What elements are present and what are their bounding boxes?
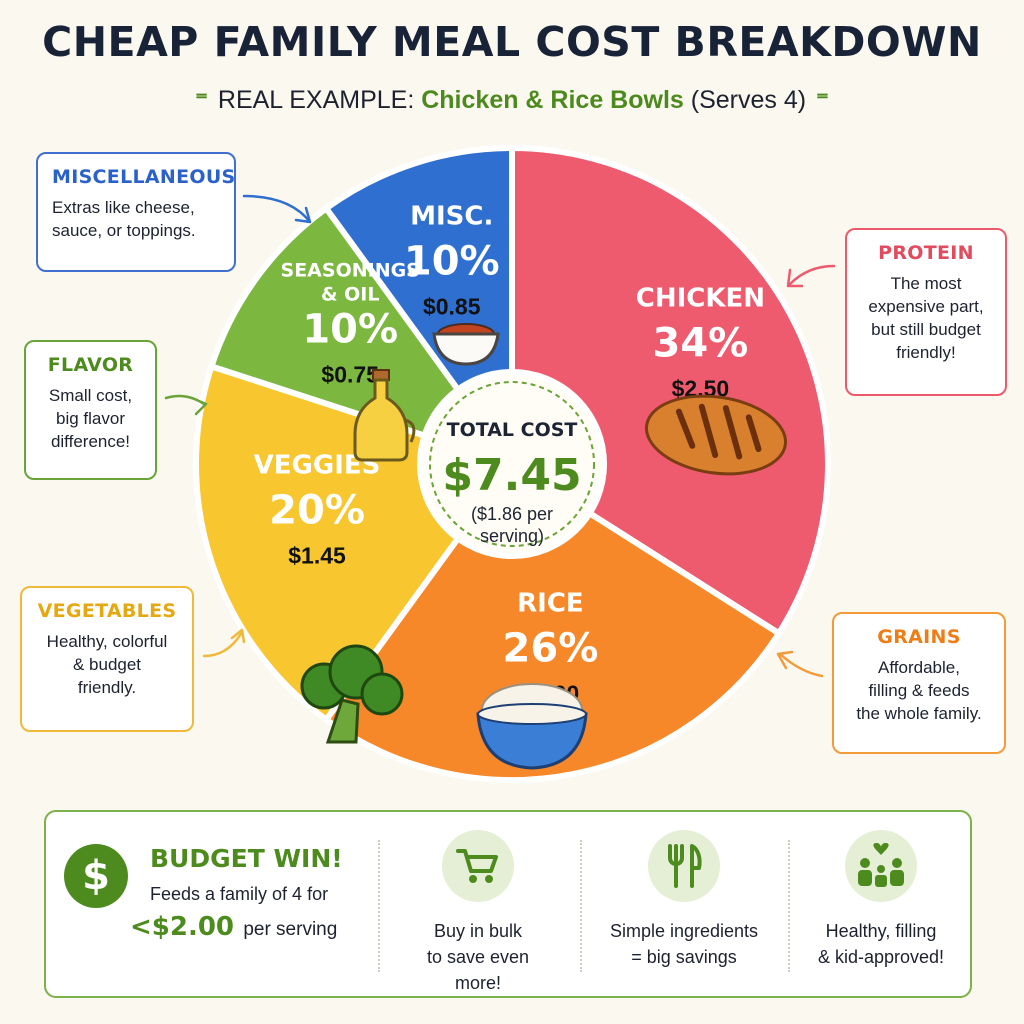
callout-miscellaneous: MISCELLANEOUS Extras like cheese, sauce,…: [36, 152, 236, 272]
tip-simple-ingredients: Simple ingredients = big savings: [594, 830, 774, 970]
dash-left-icon: ⁼: [195, 87, 208, 114]
tip-line: Simple ingredients: [609, 921, 759, 941]
callout-body: Affordable, filling & feeds the whole fa…: [842, 656, 996, 725]
center-dashed-ring: [429, 381, 595, 547]
slice-percent: 34%: [653, 320, 749, 366]
callout-head: VEGETABLES: [37, 600, 177, 622]
slice-value: $0.75: [321, 361, 379, 387]
callout-head: GRAINS: [877, 626, 961, 648]
tip-text: Buy in bulk to save even more!: [388, 918, 568, 996]
fork-knife-icon: [648, 830, 720, 902]
callout-head: MISCELLANEOUS: [52, 166, 236, 188]
dash-right-icon: ⁼: [816, 87, 829, 114]
center-disc: [417, 369, 607, 559]
slice-label: MISC.: [410, 202, 493, 232]
budget-win-heading: BUDGET WIN!: [150, 844, 343, 873]
budget-win-panel: $ BUDGET WIN! Feeds a family of 4 for <$…: [44, 810, 972, 998]
callout-line: Affordable,: [878, 658, 960, 677]
callout-line: Healthy, colorful: [46, 632, 168, 651]
dollar-icon: $: [64, 844, 128, 908]
subtitle-prefix: REAL EXAMPLE:: [217, 86, 415, 114]
slice-percent: 10%: [404, 239, 500, 285]
callout-line: The most: [890, 274, 962, 293]
callout-body: The most expensive part, but still budge…: [855, 272, 997, 364]
pie-slice-seasonings-oil: [208, 205, 515, 467]
tip-buy-in-bulk: Buy in bulk to save even more!: [388, 830, 568, 996]
tip-text: Simple ingredients = big savings: [594, 918, 774, 970]
tip-line: = big savings: [631, 947, 737, 967]
tip-line: Buy in bulk: [433, 921, 523, 941]
callout-vegetables: VEGETABLES Healthy, colorful & budget fr…: [20, 586, 194, 732]
divider: [788, 840, 790, 972]
broccoli-icon: [300, 644, 404, 744]
callout-line: difference!: [50, 432, 131, 451]
callout-line: the whole family.: [856, 704, 982, 723]
sauce-bowl-icon: [432, 323, 500, 366]
arrow-grains: [776, 650, 824, 678]
arrow-flavor: [164, 394, 208, 416]
callout-line: Extras like cheese,: [52, 198, 195, 217]
cart-icon: [442, 830, 514, 902]
callout-line: but still budget: [871, 320, 981, 339]
center-per-serving: ($1.86 per: [471, 504, 553, 524]
slice-percent: 20%: [269, 487, 365, 533]
callout-body: Healthy, colorful & budget friendly.: [30, 630, 184, 699]
budget-win-amount: <$2.00: [130, 912, 235, 942]
tip-line: Healthy, filling: [825, 921, 937, 941]
divider: [580, 840, 582, 972]
slice-label: CHICKEN: [636, 283, 765, 313]
callout-line: & budget: [72, 655, 142, 674]
oil-bottle-icon: [353, 369, 416, 462]
slice-percent: 10%: [302, 306, 398, 352]
callout-body: Extras like cheese, sauce, or toppings.: [52, 196, 226, 242]
budget-win-line2: <$2.00 per serving: [130, 912, 337, 942]
center-total: $7.45: [442, 450, 581, 501]
tip-line: & kid-approved!: [817, 947, 945, 967]
tip-line: more!: [454, 973, 501, 993]
page-title: CHEAP FAMILY MEAL COST BREAKDOWN: [42, 18, 982, 66]
callout-line: friendly!: [896, 343, 956, 362]
callout-line: big flavor: [56, 409, 125, 428]
callout-flavor: FLAVOR Small cost, big flavor difference…: [24, 340, 157, 480]
grilled-chicken-icon: [644, 394, 788, 476]
slice-value: $1.45: [288, 542, 346, 568]
pie-slice-rice: [323, 461, 782, 783]
callout-line: Small cost,: [48, 386, 133, 405]
budget-win-per-serving: per serving: [243, 919, 338, 940]
subtitle-highlight: Chicken & Rice Bowls: [421, 86, 684, 114]
arrow-vegetables: [202, 628, 246, 658]
callout-line: expensive part,: [868, 297, 984, 316]
tip-text: Healthy, filling & kid-approved!: [794, 918, 968, 970]
tip-line: to save even: [426, 947, 530, 967]
subtitle: ⁼ REAL EXAMPLE: Chicken & Rice Bowls (Ser…: [0, 86, 1024, 115]
callout-body: Small cost, big flavor difference!: [34, 384, 147, 453]
callout-head: PROTEIN: [878, 242, 974, 264]
subtitle-suffix: (Serves 4): [690, 86, 807, 114]
slice-label: & OIL: [321, 283, 380, 305]
arrow-misc: [242, 194, 312, 224]
center-per-serving: serving): [480, 526, 544, 546]
rice-bowl-icon: [476, 683, 588, 770]
tip-healthy: Healthy, filling & kid-approved!: [794, 830, 968, 970]
slice-label: RICE: [517, 588, 584, 618]
callout-head: FLAVOR: [47, 354, 134, 376]
arrow-protein: [786, 264, 836, 288]
callout-protein: PROTEIN The most expensive part, but sti…: [845, 228, 1007, 396]
center-label: TOTAL COST: [447, 419, 578, 441]
divider: [378, 840, 380, 972]
callout-line: filling & feeds: [868, 681, 970, 700]
slice-percent: 26%: [503, 625, 599, 671]
callout-line: sauce, or toppings.: [52, 221, 196, 240]
family-heart-icon: [845, 830, 917, 902]
callout-line: friendly.: [77, 678, 137, 697]
callout-grains: GRAINS Affordable, filling & feeds the w…: [832, 612, 1006, 754]
slice-label: SEASONINGS: [281, 259, 420, 281]
slice-value: $0.85: [423, 294, 481, 320]
budget-win-line1: Feeds a family of 4 for: [150, 884, 329, 904]
